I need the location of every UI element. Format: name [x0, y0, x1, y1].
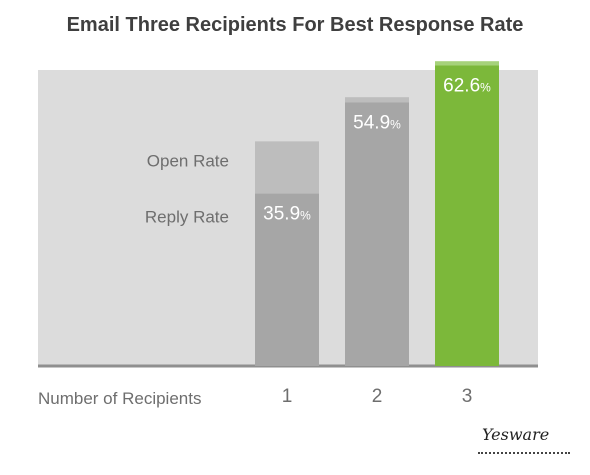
- yesware-logo: Yesware: [482, 425, 550, 444]
- legend-label-reply-rate: Reply Rate: [145, 208, 229, 227]
- reply-rate-bar-3: [435, 65, 499, 367]
- chart-title: Email Three Recipients For Best Response…: [66, 14, 524, 36]
- legend-label-open-rate: Open Rate: [147, 151, 229, 170]
- value-label-3: 62.6%: [443, 76, 491, 97]
- x-tick-label-2: 2: [372, 386, 383, 407]
- value-label-1: 35.9%: [263, 204, 311, 225]
- x-tick-label-1: 1: [282, 386, 293, 407]
- reply-rate-bar-1: [255, 193, 319, 366]
- reply-rate-bar-2: [345, 102, 409, 366]
- value-label-2: 54.9%: [353, 112, 401, 133]
- logo-underline: [478, 452, 570, 454]
- x-axis-label: Number of Recipients: [38, 389, 201, 408]
- x-tick-label-3: 3: [462, 386, 473, 407]
